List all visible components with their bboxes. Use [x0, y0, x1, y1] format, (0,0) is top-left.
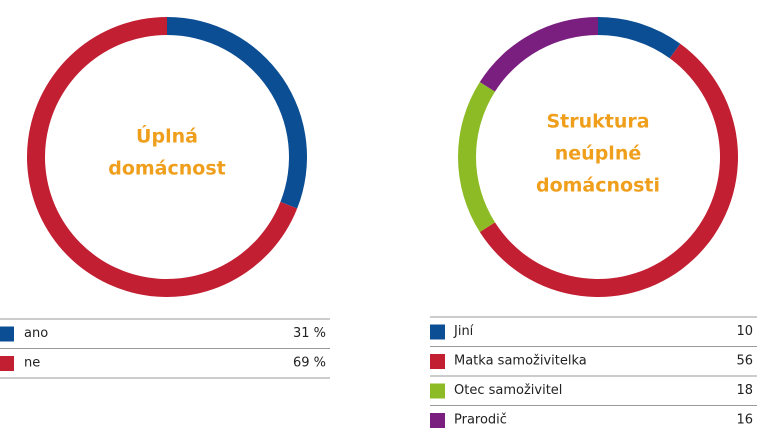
center-label: domácnosti	[536, 175, 660, 197]
legend-value: 31 %	[293, 326, 326, 341]
legend-swatch	[430, 354, 445, 369]
donut-segment	[479, 43, 738, 297]
donut-segment	[598, 17, 681, 59]
legend-value: 18	[736, 383, 753, 398]
legend-label: Otec samoživitel	[454, 383, 562, 398]
legend-label: Jiní	[453, 324, 474, 339]
legend-value: 56	[736, 354, 753, 369]
legend-label: ano	[24, 326, 48, 341]
legend-label: Prarodič	[454, 413, 507, 428]
legend-value: 69 %	[293, 356, 326, 371]
donut-segment	[479, 16, 598, 92]
center-label: Struktura	[546, 111, 649, 133]
legend-value: 10	[736, 324, 753, 339]
center-label: domácnost	[108, 158, 226, 180]
legend-label: Matka samoživitelka	[454, 354, 587, 369]
donut-segment	[167, 17, 307, 209]
legend-swatch	[430, 383, 445, 399]
legend-swatch	[430, 324, 445, 340]
legend-swatch	[0, 326, 14, 342]
legend-value: 16	[736, 413, 753, 428]
legend-swatch	[430, 413, 445, 428]
legend-label: ne	[24, 356, 40, 371]
donut-segment	[457, 81, 495, 233]
center-label: Úplná	[136, 124, 198, 148]
legend-swatch	[0, 356, 14, 371]
center-label: neúplné	[555, 143, 641, 165]
